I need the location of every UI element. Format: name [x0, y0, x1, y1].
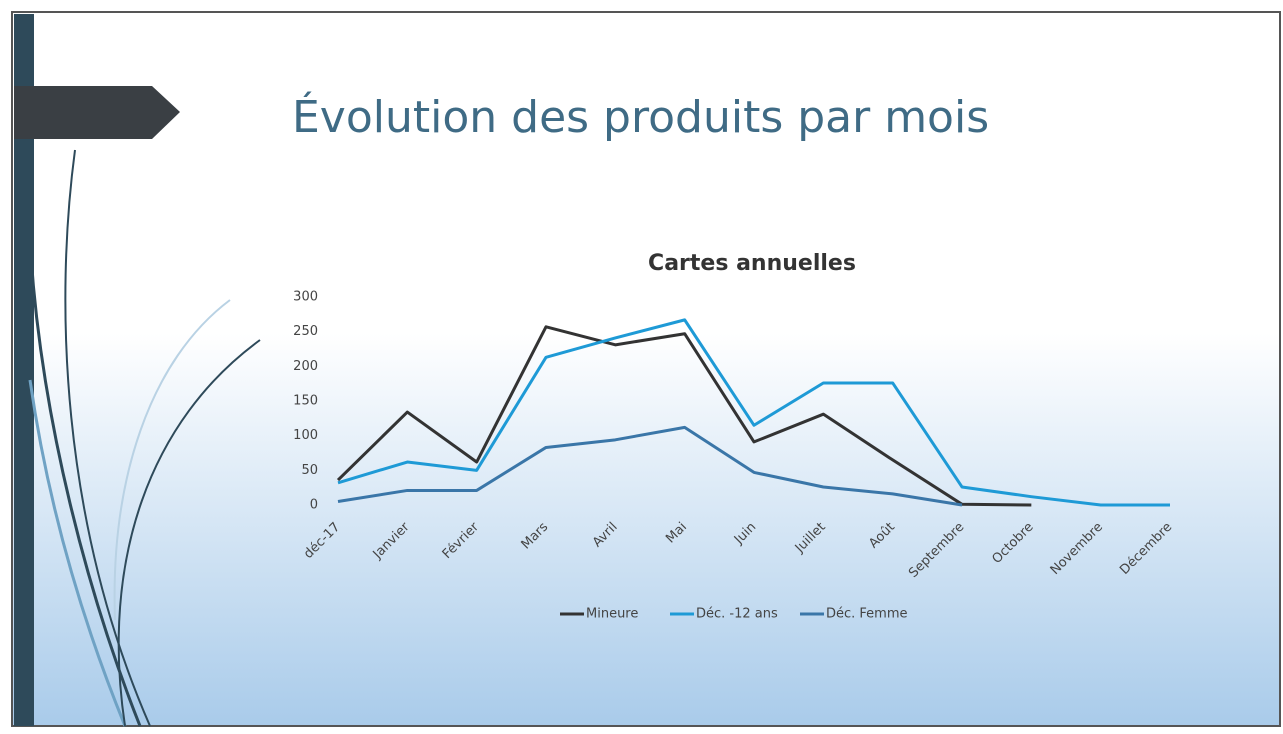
- y-tick-label: 200: [293, 359, 318, 374]
- slide-title: Évolution des produits par mois: [292, 90, 989, 143]
- y-tick-label: 0: [310, 498, 318, 513]
- legend-label: Mineure: [586, 607, 638, 622]
- legend-label: Déc. -12 ans: [696, 607, 778, 622]
- chart-title: Cartes annuelles: [648, 251, 856, 276]
- legend-label: Déc. Femme: [826, 607, 908, 622]
- title-arrow: [14, 86, 180, 139]
- y-tick-label: 250: [293, 324, 318, 339]
- y-tick-label: 50: [301, 463, 318, 478]
- y-tick-label: 300: [293, 290, 318, 305]
- slide: Évolution des produits par mois Cartes a…: [0, 0, 1283, 730]
- y-tick-label: 100: [293, 428, 318, 443]
- y-tick-label: 150: [293, 394, 318, 409]
